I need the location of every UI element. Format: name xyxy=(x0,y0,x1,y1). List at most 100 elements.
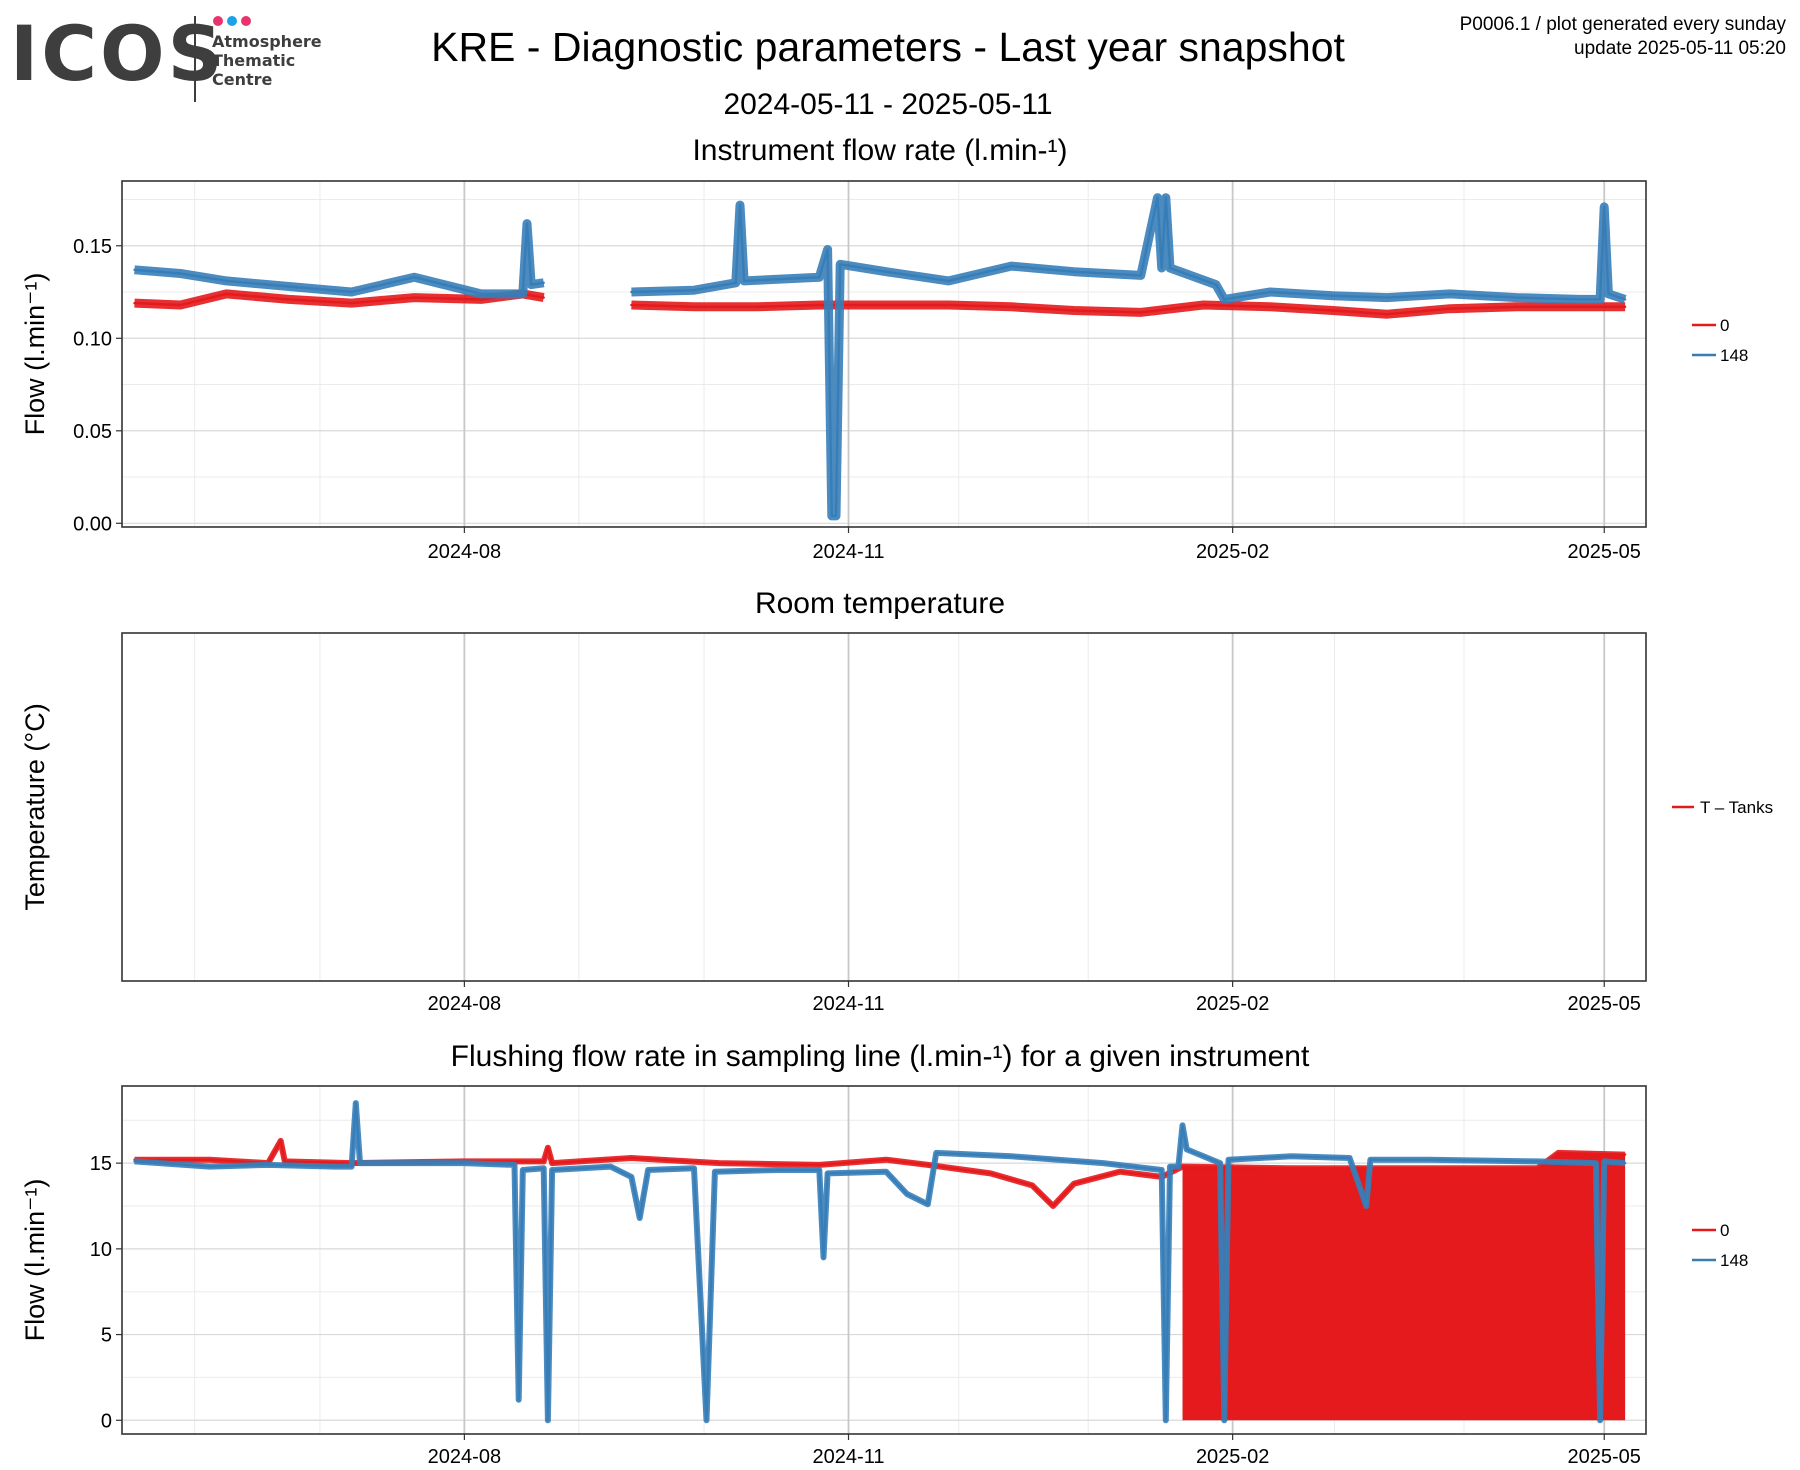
data-point xyxy=(513,1163,516,1167)
data-point xyxy=(525,222,529,225)
data-point xyxy=(1118,1170,1122,1173)
data-point xyxy=(1010,264,1013,268)
legend-label: T – Tanks xyxy=(1700,798,1773,817)
data-point xyxy=(742,279,746,283)
data-point xyxy=(646,1168,650,1172)
data-point xyxy=(1623,1153,1627,1156)
data-point xyxy=(884,1170,888,1173)
x-tick-label: 2025-05 xyxy=(1568,1446,1641,1468)
data-point xyxy=(546,1419,550,1422)
plot-area-3 xyxy=(133,1100,1627,1424)
data-point xyxy=(1010,305,1013,309)
data-point xyxy=(713,1170,717,1173)
data-point xyxy=(1623,305,1627,309)
data-point xyxy=(1072,309,1076,312)
logo-line-2: Thematic xyxy=(212,51,296,70)
data-point xyxy=(822,1256,825,1259)
y-tick-label: 0.15 xyxy=(73,236,112,258)
data-point xyxy=(1223,1419,1226,1422)
data-point xyxy=(905,1192,909,1196)
data-point xyxy=(1448,292,1451,296)
plot-frame-3 xyxy=(121,1085,1647,1435)
data-point xyxy=(1214,283,1218,286)
data-point xyxy=(1227,1158,1230,1161)
data-point xyxy=(1072,1182,1076,1185)
data-point xyxy=(479,292,483,296)
chart-panel-3: Flushing flow rate in sampling line (l.m… xyxy=(20,1040,1748,1468)
data-point xyxy=(550,1161,554,1165)
data-point xyxy=(692,288,696,292)
data-point xyxy=(1289,1167,1293,1170)
x-tick-label: 2024-08 xyxy=(428,541,501,563)
data-point xyxy=(354,1101,358,1105)
series-0-fill xyxy=(1182,1152,1626,1421)
x-tick-label: 2025-05 xyxy=(1568,993,1641,1015)
data-point xyxy=(1031,1184,1034,1187)
data-point xyxy=(1623,1161,1627,1165)
chart-title-1: Instrument flow rate (l.min-¹) xyxy=(692,134,1067,167)
y-axis-label-3: Flow (l.min⁻¹) xyxy=(20,1179,50,1342)
logo-line-1: Atmosphere xyxy=(212,32,322,51)
data-point xyxy=(926,1203,930,1206)
plot-frame-2 xyxy=(121,632,1647,982)
y-tick-label: 0.10 xyxy=(73,328,112,350)
data-point xyxy=(1181,1124,1184,1127)
data-point xyxy=(542,296,545,299)
y-tick-label: 0.05 xyxy=(73,421,112,443)
update-timestamp: update 2025-05-11 05:20 xyxy=(1574,38,1786,59)
data-point xyxy=(1607,292,1610,296)
y-axis-label-1: Flow (l.min⁻¹) xyxy=(20,273,50,436)
data-point xyxy=(630,303,633,307)
data-point xyxy=(1202,303,1205,307)
x-tick-label: 2024-08 xyxy=(428,993,501,1015)
data-point xyxy=(1269,305,1272,309)
data-point xyxy=(208,1158,211,1161)
data-point xyxy=(350,301,353,305)
data-point xyxy=(1331,294,1335,297)
x-tick-label: 2024-08 xyxy=(428,1446,501,1468)
data-point xyxy=(358,1161,362,1165)
x-tick-label: 2024-11 xyxy=(813,993,885,1015)
data-point xyxy=(1156,196,1159,199)
data-point xyxy=(521,292,525,296)
data-point xyxy=(133,268,136,272)
y-tick-label: 5 xyxy=(101,1325,112,1347)
data-point xyxy=(1369,1158,1372,1161)
chart-title-3: Flushing flow rate in sampling line (l.m… xyxy=(451,1040,1310,1073)
data-point xyxy=(133,301,136,305)
data-point xyxy=(609,1165,612,1168)
data-point xyxy=(1181,1165,1184,1168)
data-point xyxy=(1348,1156,1351,1160)
data-point xyxy=(1536,1167,1539,1170)
legend-3: 0 148 xyxy=(1692,1221,1748,1270)
logo-dot-pink xyxy=(213,16,223,26)
data-point xyxy=(692,1167,696,1170)
data-point xyxy=(1289,1155,1293,1158)
y-tick-label: 10 xyxy=(90,1239,112,1261)
y-tick-label: 0.00 xyxy=(73,513,112,535)
data-point xyxy=(717,1161,721,1165)
data-point xyxy=(1185,1148,1188,1151)
data-point xyxy=(208,1165,211,1168)
data-point xyxy=(1598,1419,1602,1422)
data-point xyxy=(1160,266,1163,270)
data-point xyxy=(818,1168,821,1172)
chart-panel-1: Instrument flow rate (l.min-¹) Flow (l.mi… xyxy=(20,134,1748,563)
data-point xyxy=(1385,313,1389,316)
data-point xyxy=(1515,305,1518,309)
data-point xyxy=(776,1168,779,1172)
data-point xyxy=(755,305,758,309)
data-point xyxy=(1223,298,1226,301)
data-point xyxy=(350,290,353,294)
data-point xyxy=(818,276,821,279)
data-point xyxy=(133,1160,136,1163)
data-point xyxy=(947,303,950,307)
data-point xyxy=(884,1158,888,1161)
data-point xyxy=(1051,1204,1055,1208)
data-point xyxy=(1385,296,1389,299)
data-point xyxy=(947,279,950,283)
chart-panel-2: Room temperature Temperature (°C) 2024-08 2… xyxy=(20,587,1773,1015)
y-tick-label: 15 xyxy=(90,1153,112,1175)
data-point xyxy=(225,292,228,296)
logo-line-3: Centre xyxy=(212,70,273,89)
